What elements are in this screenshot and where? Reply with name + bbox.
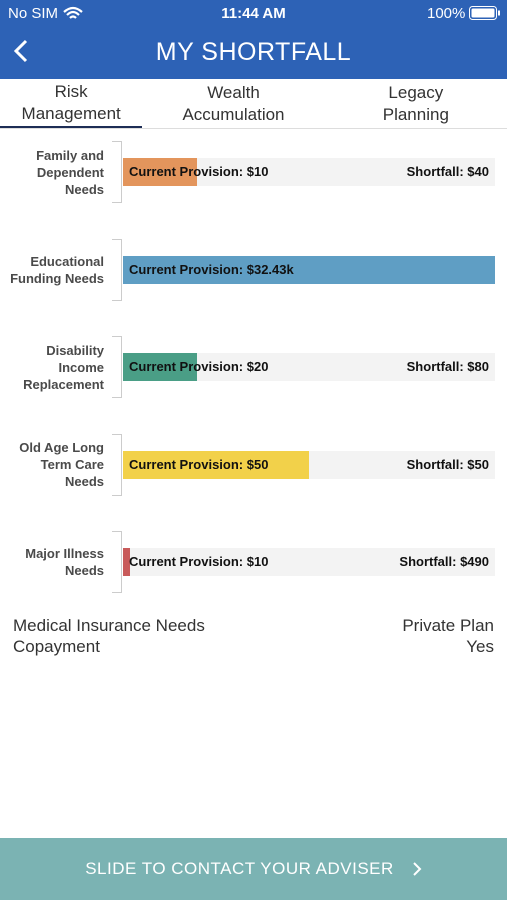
bar-track: Current Provision: $20 Shortfall: $80 — [123, 353, 495, 382]
category-label: Family and Dependent Needs — [36, 147, 104, 197]
bracket — [112, 336, 122, 399]
button-label: SLIDE TO CONTACT YOUR ADVISER — [85, 859, 394, 878]
chart-row: Family and Dependent Needs Current Provis… — [0, 141, 507, 203]
category-label: Old Age Long Term Care Needs — [19, 440, 104, 490]
provision-label: Current Provision: $10 — [129, 164, 269, 179]
provision-label: Current Provision: $10 — [129, 554, 269, 570]
shortfall-label: Shortfall: $50 — [406, 456, 489, 472]
bracket — [112, 141, 122, 203]
bar-track: Current Provision: $10 Shortfall: $40 — [123, 158, 495, 186]
tab-bar: Risk Management Wealth Accumulation Legacy… — [0, 79, 507, 129]
info-label: Copayment — [13, 637, 100, 656]
wifi-icon — [63, 6, 83, 19]
battery-icon — [469, 6, 500, 20]
provision-label: Current Provision: $20 — [129, 359, 269, 375]
chart-row: Old Age Long Term Care Needs Current Prov… — [0, 433, 507, 496]
info-value: Private Plan — [402, 616, 494, 635]
header: No SIM 11:44 AM 100% MY SHORTFALL — [0, 0, 507, 79]
tab[interactable]: Legacy Planning — [382, 82, 449, 124]
info-label: Medical Insurance Needs — [13, 616, 205, 635]
provision-bar — [123, 158, 198, 186]
chevron — [413, 862, 422, 876]
shortfall-label: Shortfall: $490 — [399, 554, 489, 570]
category-label: Educational Funding Needs — [10, 253, 104, 286]
bar-track: Current Provision: $50 Shortfall: $50 — [123, 450, 495, 479]
shortfall-label: Shortfall: $80 — [406, 359, 489, 375]
category-label: Disability Income Replacement — [23, 342, 104, 392]
tab[interactable]: Risk Management — [0, 79, 143, 128]
clock: 11:44 AM — [221, 5, 286, 22]
bracket — [112, 238, 122, 301]
chart-row: Educational Funding Needs Current Provisi… — [0, 238, 507, 301]
provision-bar — [123, 548, 131, 577]
provision-bar — [123, 353, 198, 382]
bar-track: Current Provision: $10 Shortfall: $490 — [123, 548, 495, 577]
contact-adviser-button[interactable]: SLIDE TO CONTACT YOUR ADVISER — [0, 838, 507, 900]
provision-label: Current Provision: $50 — [129, 456, 269, 472]
back-button[interactable] — [10, 38, 32, 64]
shortfall-label: Shortfall: $40 — [406, 164, 489, 179]
info-value: Yes — [466, 637, 494, 656]
info-row: Medical Insurance Needs Private Plan — [13, 616, 494, 636]
bar-track: Current Provision: $32.43k — [123, 255, 495, 284]
chart-row: Disability Income Replacement Current Pro… — [0, 336, 507, 399]
carrier: No SIM — [8, 5, 59, 22]
bracket — [112, 531, 122, 594]
provision-label: Current Provision: $32.43k — [129, 261, 294, 277]
chart-row: Major Illness Needs Current Provision: $1… — [0, 531, 507, 594]
page-title: MY SHORTFALL — [155, 38, 352, 66]
provision-bar — [123, 450, 309, 479]
bracket — [112, 433, 122, 496]
provision-bar — [123, 255, 495, 284]
category-label: Major Illness Needs — [25, 546, 104, 579]
battery-text: 100% — [427, 5, 466, 22]
info-row: Copayment Yes — [13, 637, 494, 657]
tab[interactable]: Wealth Accumulation — [182, 82, 285, 124]
